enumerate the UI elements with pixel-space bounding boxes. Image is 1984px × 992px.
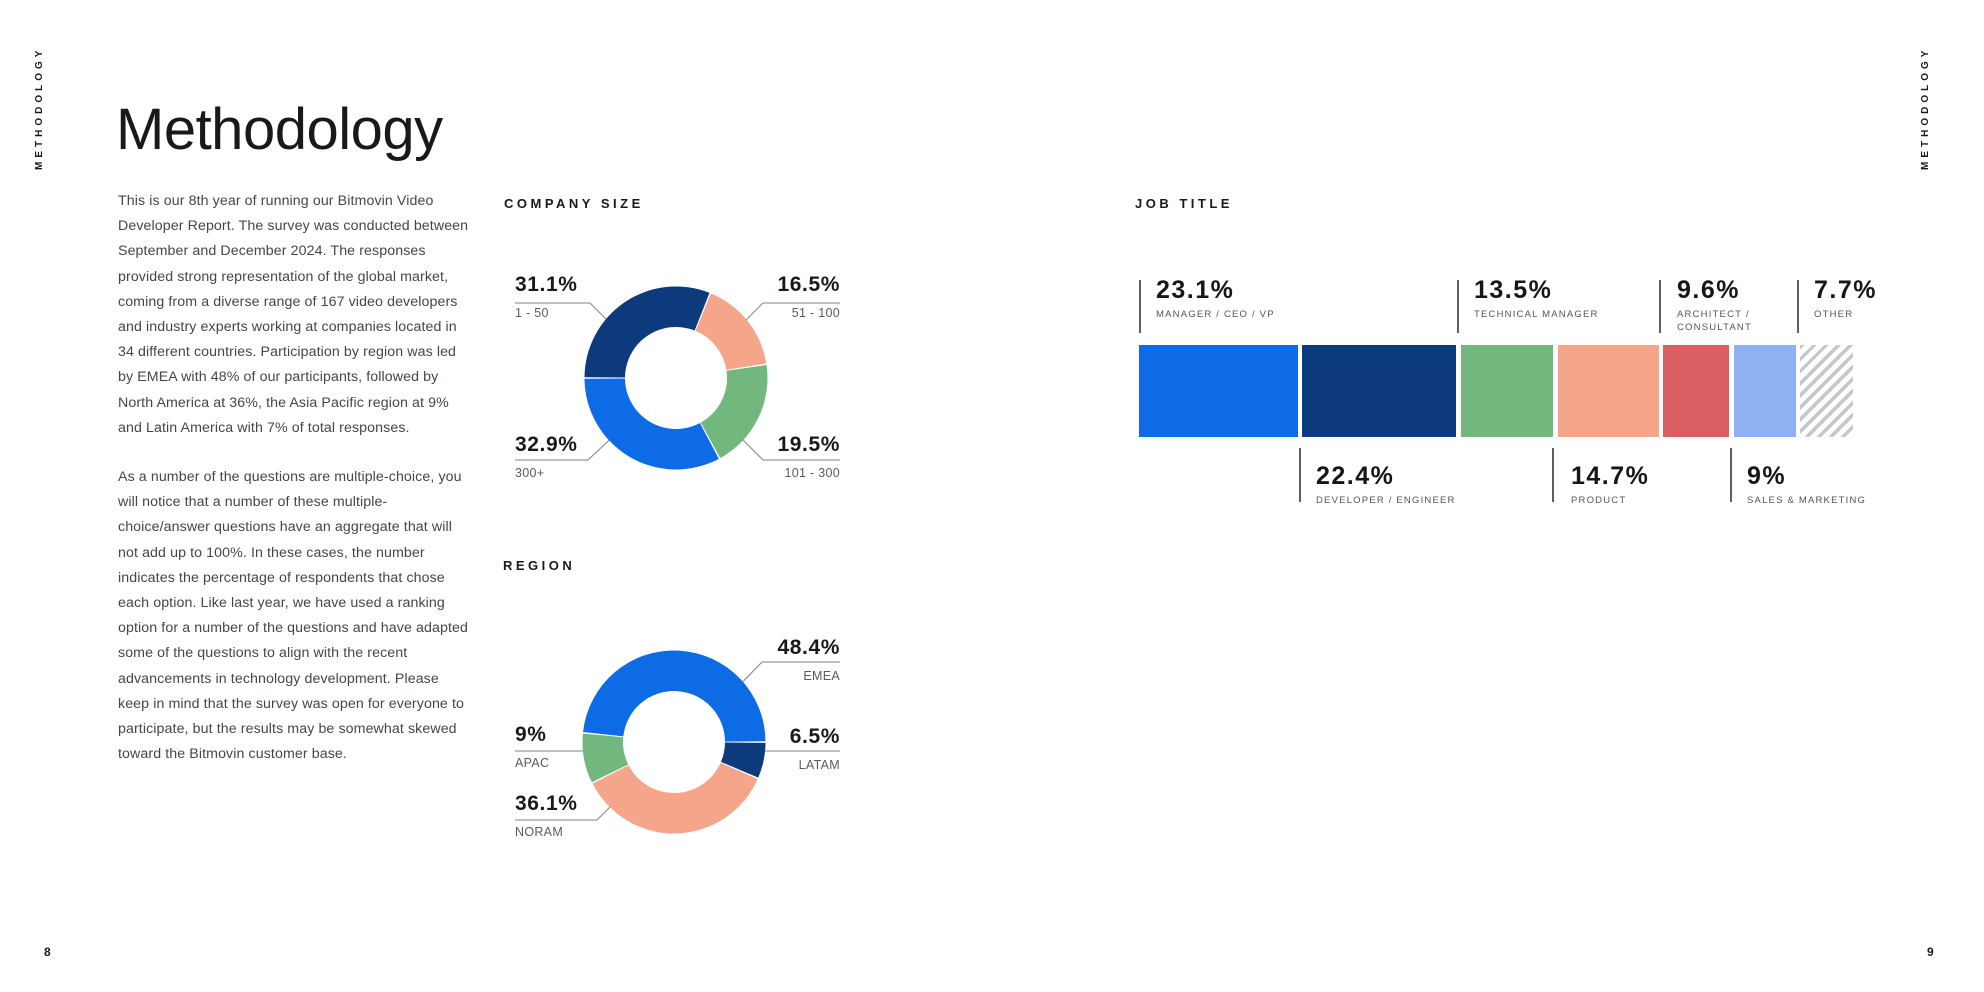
job-label-architect-consultant: 9.6% ARCHITECT / CONSULTANT <box>1677 277 1752 334</box>
percent-value: 36.1% <box>515 792 578 815</box>
percent-value: 14.7% <box>1571 462 1650 490</box>
category-label: OTHER <box>1814 309 1854 320</box>
region-donut-chart <box>582 650 766 834</box>
page-number-left: 8 <box>44 945 51 959</box>
percent-value: 31.1% <box>515 273 578 296</box>
bar-segment-product <box>1557 345 1659 437</box>
intro-paragraph-1: This is our 8th year of running our Bitm… <box>118 193 469 436</box>
category-label: ARCHITECT / CONSULTANT <box>1677 308 1752 334</box>
donut-slice-300- <box>584 378 719 470</box>
region-label-apac: 9% APAC <box>515 723 549 770</box>
bar-segment-other <box>1800 345 1854 437</box>
category-label: 101 - 300 <box>784 466 840 480</box>
region-heading: REGION <box>503 558 576 573</box>
percent-value: 19.5% <box>777 433 840 456</box>
edge-label-left: METHODOLOGY <box>34 46 45 170</box>
edge-label-right: METHODOLOGY <box>1920 46 1931 170</box>
percent-value: 32.9% <box>515 433 578 456</box>
donut-slice-101-300 <box>700 365 768 459</box>
bar-segment-technical-manager <box>1460 345 1554 437</box>
category-label: LATAM <box>798 758 840 772</box>
donut-slice-noram <box>592 762 758 834</box>
donut-slice-1-50 <box>584 286 710 378</box>
bar-segment-manager-ceo-vp <box>1139 345 1298 437</box>
company-size-label-300plus: 32.9% 300+ <box>515 433 578 480</box>
job-label-product: 14.7% PRODUCT <box>1571 463 1649 507</box>
category-label: NORAM <box>515 825 564 839</box>
job-label-other: 7.7% OTHER <box>1814 277 1877 321</box>
percent-value: 9% <box>515 723 547 746</box>
percent-value: 16.5% <box>777 273 840 296</box>
category-label: EMEA <box>803 669 840 683</box>
job-title-stacked-bar <box>1139 345 1854 437</box>
bar-segment-architect-consultant <box>1663 345 1730 437</box>
percent-value: 23.1% <box>1156 276 1235 304</box>
donut-slice-apac <box>582 733 629 783</box>
donut-slice-latam <box>720 742 766 778</box>
percent-value: 48.4% <box>777 636 840 659</box>
intro-paragraph-2: As a number of the questions are multipl… <box>118 469 468 763</box>
donut-slice-51-100 <box>695 293 767 370</box>
intro-copy: This is our 8th year of running our Bitm… <box>118 189 474 767</box>
region-label-noram: 36.1% NORAM <box>515 792 578 839</box>
category-label-line-2: CONSULTANT <box>1677 322 1752 333</box>
category-label: 1 - 50 <box>515 306 549 320</box>
donut-slice-emea <box>583 650 766 742</box>
category-label-line-1: ARCHITECT / <box>1677 309 1750 320</box>
job-label-developer-engineer: 22.4% DEVELOPER / ENGINEER <box>1316 463 1456 507</box>
page-title: Methodology <box>116 97 443 162</box>
job-label-manager-ceo-vp: 23.1% MANAGER / CEO / VP <box>1156 277 1275 321</box>
company-size-donut-chart <box>584 286 768 470</box>
bar-segment-developer-engineer <box>1302 345 1457 437</box>
percent-value: 9% <box>1747 462 1787 490</box>
percent-value: 7.7% <box>1814 276 1877 304</box>
category-label: PRODUCT <box>1571 495 1627 506</box>
page-number-right: 9 <box>1927 945 1934 959</box>
bar-segment-sales-marketing <box>1733 345 1796 437</box>
percent-value: 13.5% <box>1474 276 1553 304</box>
category-label: MANAGER / CEO / VP <box>1156 309 1275 320</box>
job-label-technical-manager: 13.5% TECHNICAL MANAGER <box>1474 277 1599 321</box>
percent-value: 9.6% <box>1677 276 1740 304</box>
category-label: SALES & MARKETING <box>1747 495 1867 506</box>
company-size-heading: COMPANY SIZE <box>504 196 644 211</box>
company-size-label-101-300: 19.5% 101 - 300 <box>640 433 840 480</box>
category-label: TECHNICAL MANAGER <box>1474 309 1599 320</box>
percent-value: 22.4% <box>1316 462 1395 490</box>
region-label-latam: 6.5% LATAM <box>640 725 840 772</box>
company-size-label-1-50: 31.1% 1 - 50 <box>515 273 578 320</box>
company-size-label-51-100: 16.5% 51 - 100 <box>640 273 840 320</box>
region-label-emea: 48.4% EMEA <box>640 636 840 683</box>
percent-value: 6.5% <box>789 725 840 748</box>
category-label: DEVELOPER / ENGINEER <box>1316 495 1456 506</box>
job-title-heading: JOB TITLE <box>1135 196 1233 211</box>
job-label-sales-marketing: 9% SALES & MARKETING <box>1747 463 1866 507</box>
category-label: 300+ <box>515 466 545 480</box>
category-label: APAC <box>515 756 550 770</box>
category-label: 51 - 100 <box>791 306 840 320</box>
